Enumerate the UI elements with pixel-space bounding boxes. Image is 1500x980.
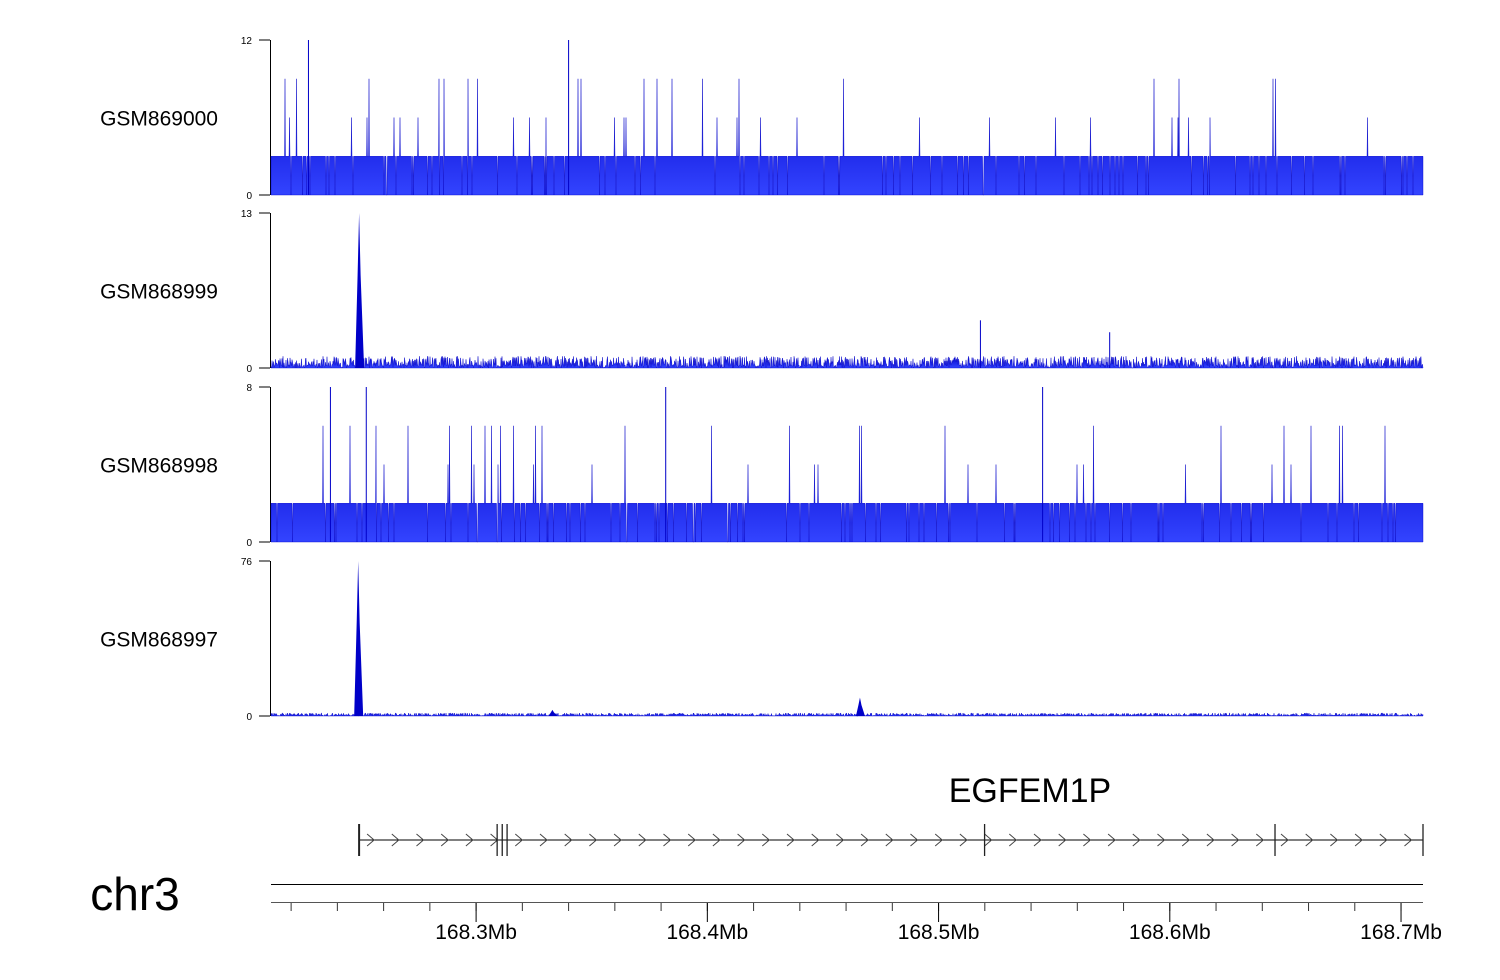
- axis-label: 168.5Mb: [898, 921, 980, 944]
- track-GSM868999: GSM868999 13 0: [100, 209, 1424, 375]
- signal-peak: [355, 213, 365, 368]
- y-tick-label-min: 0: [246, 364, 252, 375]
- strand-arrow-icon: [1379, 833, 1388, 847]
- strand-arrow-icon: [910, 833, 919, 847]
- strand-arrow-icon: [885, 833, 894, 847]
- strand-arrow-icon: [440, 833, 449, 847]
- axis-label: 168.3Mb: [435, 921, 517, 944]
- y-tick-label-min: 0: [246, 191, 252, 202]
- strand-arrow-icon: [1181, 833, 1190, 847]
- signal-peak: [354, 561, 364, 716]
- strand-arrow-icon: [1330, 833, 1339, 847]
- data-tracks: GSM869000120GSM868999130GSM86899880GSM86…: [100, 36, 1424, 723]
- strand-arrow-icon: [1305, 833, 1314, 847]
- axis-label: 168.4Mb: [666, 921, 748, 944]
- strand-arrow-icon: [1008, 833, 1018, 847]
- strand-arrow-icon: [1157, 833, 1166, 847]
- track-label: GSM868998: [100, 455, 218, 478]
- strand-arrow-icon: [934, 833, 943, 847]
- strand-arrow-icon: [589, 833, 598, 847]
- strand-arrow-icon: [687, 833, 696, 847]
- strand-arrow-icon: [786, 833, 795, 847]
- track-label: GSM868999: [100, 281, 218, 304]
- y-tick-label-max: 13: [241, 209, 253, 220]
- strand-arrow-icon: [366, 833, 375, 847]
- strand-arrow-icon: [1354, 833, 1363, 847]
- strand-arrow-icon: [564, 833, 573, 847]
- strand-arrow-icon: [860, 833, 869, 847]
- genome-axis: chr3 168.3Mb 168.4Mb 168.5Mb 168.6Mb 168.7Mb: [90, 868, 1442, 944]
- gene-track: EGFEM1P: [358, 772, 1424, 856]
- strand-arrow-icon: [761, 833, 771, 847]
- y-tick-label-min: 0: [246, 712, 252, 723]
- track-GSM868997: GSM868997 76 0: [100, 557, 1424, 723]
- track-GSM869000: GSM869000 12 0: [100, 36, 1424, 202]
- signal-area: [270, 355, 1424, 369]
- strand-arrow-icon: [416, 833, 425, 847]
- axis-label: 168.7Mb: [1360, 921, 1442, 944]
- strand-arrow-icon: [1107, 833, 1116, 847]
- strand-arrow-icon: [737, 833, 746, 847]
- y-tick-label-max: 76: [241, 557, 253, 568]
- signal-area: [270, 425, 1424, 543]
- strand-arrow-icon: [984, 833, 993, 847]
- strand-arrow-icon: [514, 833, 524, 847]
- strand-arrow-icon: [712, 833, 721, 847]
- track-GSM868998: GSM868998 8 0: [100, 383, 1424, 549]
- strand-arrow-icon: [638, 833, 647, 847]
- strand-arrow-icon: [836, 833, 845, 847]
- signal-peak: [855, 697, 865, 716]
- signal-area: [270, 78, 1424, 196]
- strand-arrow-icon: [613, 833, 622, 847]
- strand-arrow-icon: [1206, 833, 1215, 847]
- strand-arrow-icon: [465, 833, 474, 847]
- strand-arrow-icon: [391, 833, 400, 847]
- strand-arrow-icon: [663, 833, 672, 847]
- strand-arrow-icon: [811, 833, 820, 847]
- y-tick-label-min: 0: [246, 538, 252, 549]
- strand-arrow-icon: [1058, 833, 1067, 847]
- chromosome-label: chr3: [90, 868, 179, 920]
- track-label: GSM868997: [100, 629, 218, 652]
- strand-arrow-icon: [1083, 833, 1092, 847]
- strand-arrow-icon: [1404, 833, 1413, 847]
- strand-arrow-icon: [1280, 833, 1289, 847]
- strand-arrow-icon: [1033, 833, 1042, 847]
- strand-arrow-icon: [539, 833, 548, 847]
- strand-arrow-icon: [959, 833, 968, 847]
- signal-area: [270, 712, 1424, 717]
- gene-name: EGFEM1P: [949, 772, 1111, 810]
- y-tick-label-max: 12: [241, 36, 253, 47]
- strand-arrow-icon: [1255, 833, 1265, 847]
- axis-label: 168.6Mb: [1129, 921, 1211, 944]
- signal-peak: [548, 709, 558, 716]
- y-tick-label-max: 8: [246, 383, 252, 394]
- strand-arrow-icon: [1231, 833, 1240, 847]
- strand-arrow-icon: [1132, 833, 1141, 847]
- track-label: GSM869000: [100, 108, 218, 131]
